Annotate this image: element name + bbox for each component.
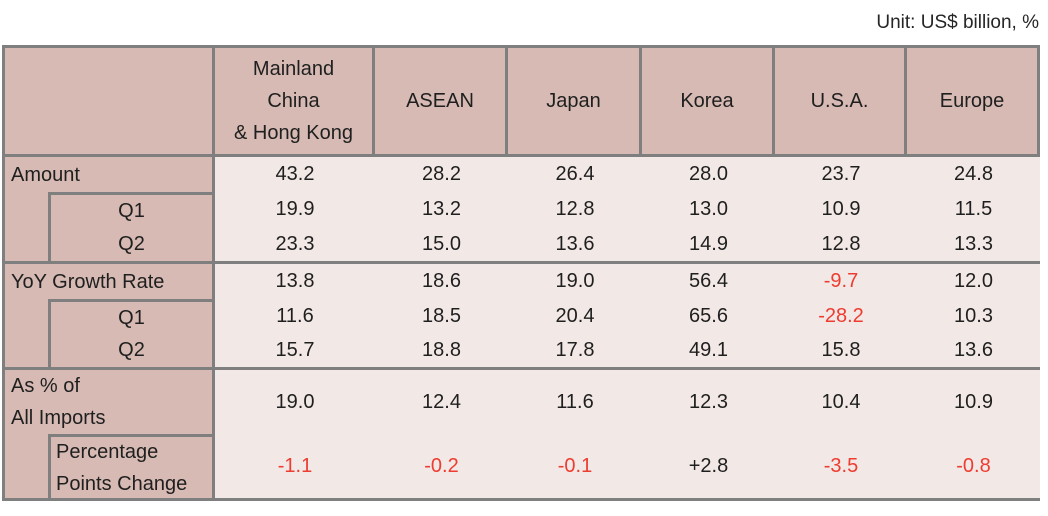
row-label-amount: Amount: [5, 157, 215, 192]
data-cell: 19.0: [508, 264, 642, 299]
row-sublabel: Q2: [48, 227, 212, 261]
data-cell: 18.5: [375, 299, 508, 334]
data-cell: 49.1: [642, 334, 775, 370]
unit-label: Unit: US$ billion, %: [876, 12, 1039, 33]
row-sublabel: Q1: [48, 299, 212, 334]
data-cell: 19.0: [215, 370, 375, 434]
data-cell: 12.0: [907, 264, 1040, 299]
data-cell: 56.4: [642, 264, 775, 299]
label-indent-strip: [5, 192, 48, 227]
data-cell: +2.8: [642, 434, 775, 498]
data-cell: 13.2: [375, 192, 508, 227]
data-cell: 11.6: [508, 370, 642, 434]
data-cell: 12.4: [375, 370, 508, 434]
data-cell: 28.0: [642, 157, 775, 192]
data-cell: 26.4: [508, 157, 642, 192]
col-header-usa: U.S.A.: [775, 48, 907, 157]
col-header-mainland-china-hk: Mainland China & Hong Kong: [215, 48, 375, 157]
data-cell: 15.8: [775, 334, 907, 370]
data-cell: 23.3: [215, 227, 375, 264]
data-cell: 13.6: [907, 334, 1040, 370]
col-header-korea: Korea: [642, 48, 775, 157]
data-cell: 10.3: [907, 299, 1040, 334]
data-cell: -0.2: [375, 434, 508, 498]
data-cell: 20.4: [508, 299, 642, 334]
data-cell: 23.7: [775, 157, 907, 192]
data-cell: 11.6: [215, 299, 375, 334]
col-header-asean: ASEAN: [375, 48, 508, 157]
data-cell: 10.9: [907, 370, 1040, 434]
data-cell: 15.0: [375, 227, 508, 264]
data-cell: 12.8: [508, 192, 642, 227]
data-cell: 28.2: [375, 157, 508, 192]
data-cell: 13.0: [642, 192, 775, 227]
row-sublabel: Percentage Points Change: [48, 434, 212, 498]
row-sublabel: Q1: [48, 192, 212, 227]
row-label-as-pct-of-all-imports: As % of All Imports: [5, 370, 215, 434]
data-cell: 43.2: [215, 157, 375, 192]
data-cell: 65.6: [642, 299, 775, 334]
row-label-yoy-q2: Q2: [5, 334, 215, 370]
label-indent-strip: [5, 299, 48, 334]
imports-comparison-table: Mainland China & Hong Kong ASEAN Japan K…: [2, 45, 1040, 501]
row-label-amount-q2: Q2: [5, 227, 215, 264]
col-header-europe: Europe: [907, 48, 1040, 157]
label-indent-strip: [5, 334, 48, 367]
data-cell: 19.9: [215, 192, 375, 227]
data-cell: -3.5: [775, 434, 907, 498]
row-label-yoy-q1: Q1: [5, 299, 215, 334]
data-cell: 12.8: [775, 227, 907, 264]
label-indent-strip: [5, 227, 48, 261]
table-corner-cell: [5, 48, 215, 157]
data-cell: -28.2: [775, 299, 907, 334]
data-cell: 14.9: [642, 227, 775, 264]
data-cell: 13.6: [508, 227, 642, 264]
data-cell: 12.3: [642, 370, 775, 434]
row-sublabel: Q2: [48, 334, 212, 367]
label-indent-strip: [5, 434, 48, 498]
data-cell: 18.8: [375, 334, 508, 370]
data-cell: 15.7: [215, 334, 375, 370]
row-label-yoy-growth-rate: YoY Growth Rate: [5, 264, 215, 299]
data-cell: -9.7: [775, 264, 907, 299]
data-cell: 10.4: [775, 370, 907, 434]
data-cell: 13.3: [907, 227, 1040, 264]
data-cell: -1.1: [215, 434, 375, 498]
row-label-amount-q1: Q1: [5, 192, 215, 227]
data-cell: 24.8: [907, 157, 1040, 192]
data-cell: 18.6: [375, 264, 508, 299]
data-cell: 17.8: [508, 334, 642, 370]
data-cell: -0.1: [508, 434, 642, 498]
data-cell: 13.8: [215, 264, 375, 299]
data-cell: 11.5: [907, 192, 1040, 227]
data-cell: -0.8: [907, 434, 1040, 498]
row-label-percentage-points-change: Percentage Points Change: [5, 434, 215, 498]
data-cell: 10.9: [775, 192, 907, 227]
col-header-japan: Japan: [508, 48, 642, 157]
